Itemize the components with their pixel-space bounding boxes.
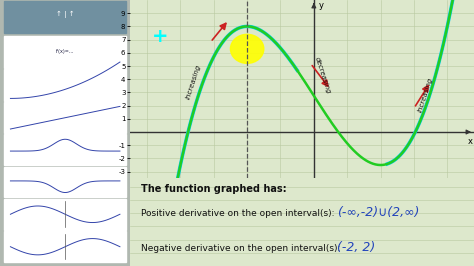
Bar [4,69,127,101]
Text: The function graphed has:: The function graphed has: [141,184,286,194]
Text: Positive derivative on the open interval(s):: Positive derivative on the open interval… [141,209,334,218]
Text: increasing: increasing [185,64,202,100]
Bar [4,1,127,33]
Text: (-2, 2): (-2, 2) [337,242,375,254]
Ellipse shape [230,34,264,63]
Text: decreasing: decreasing [313,56,331,94]
Bar [4,134,127,165]
Bar [4,36,127,68]
Bar [4,199,127,230]
Text: Negative derivative on the open interval(s):: Negative derivative on the open interval… [141,244,340,253]
Text: y: y [319,1,324,10]
Text: (-∞,-2)∪(2,∞): (-∞,-2)∪(2,∞) [337,206,419,219]
Text: f'(x)=...: f'(x)=... [56,49,74,54]
Bar [4,102,127,133]
Text: x: x [468,137,473,146]
Text: ↑ | ↑: ↑ | ↑ [56,11,74,18]
Bar [4,167,127,197]
Text: +: + [152,27,169,47]
Text: increasing: increasing [417,77,434,113]
Bar [4,231,127,262]
